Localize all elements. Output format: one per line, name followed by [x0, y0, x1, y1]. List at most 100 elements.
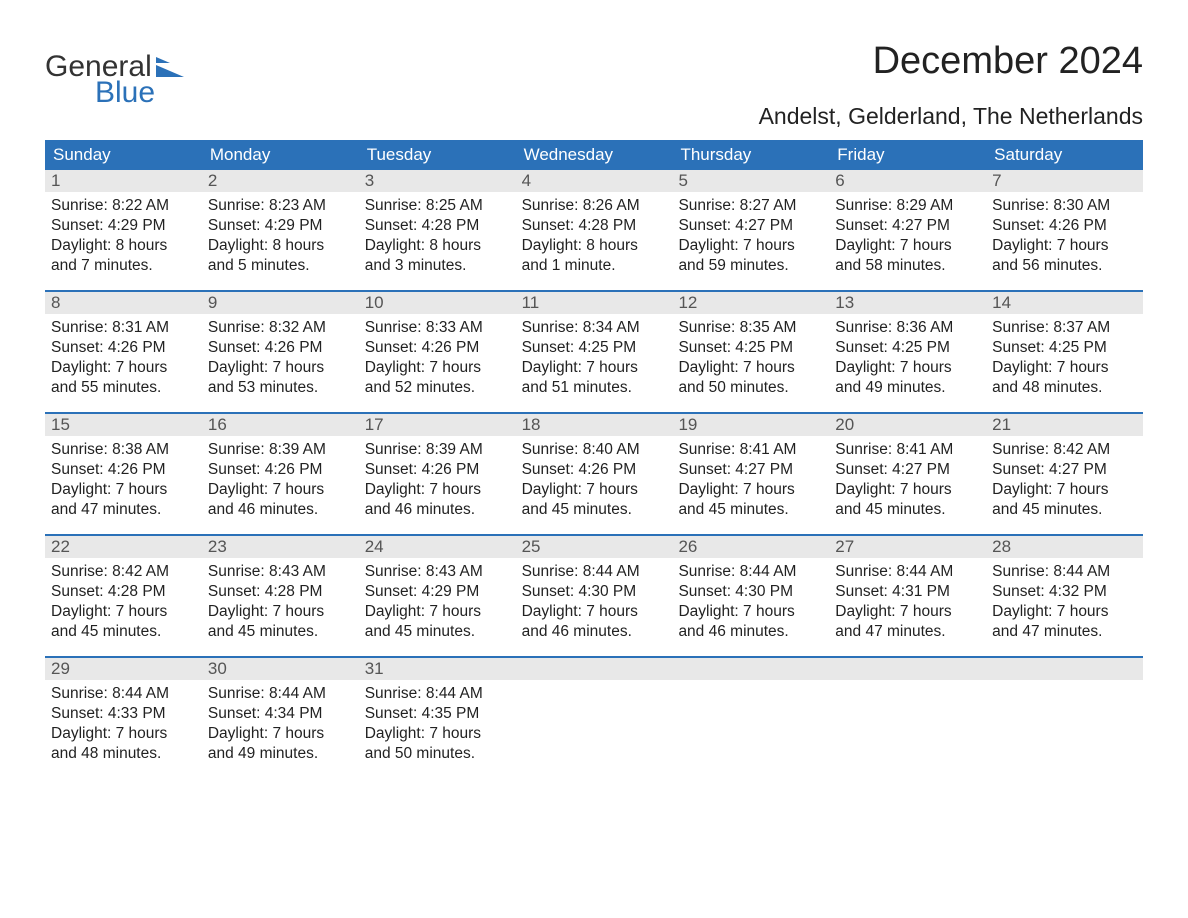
day-line: and 49 minutes.: [835, 378, 980, 398]
day-number: 2: [202, 170, 359, 192]
day-line: and 50 minutes.: [365, 744, 510, 764]
day-line: and 56 minutes.: [992, 256, 1137, 276]
day-line: Sunset: 4:26 PM: [522, 460, 667, 480]
week-row: 15Sunrise: 8:38 AMSunset: 4:26 PMDayligh…: [45, 412, 1143, 534]
day-line: Sunset: 4:34 PM: [208, 704, 353, 724]
day-line: Sunrise: 8:44 AM: [365, 684, 510, 704]
day-line: Sunrise: 8:27 AM: [678, 196, 823, 216]
day-number-empty: [829, 658, 986, 680]
day-content: Sunrise: 8:38 AMSunset: 4:26 PMDaylight:…: [45, 436, 202, 527]
day-cell: 25Sunrise: 8:44 AMSunset: 4:30 PMDayligh…: [516, 536, 673, 656]
day-line: Sunrise: 8:38 AM: [51, 440, 196, 460]
day-content: Sunrise: 8:23 AMSunset: 4:29 PMDaylight:…: [202, 192, 359, 283]
logo: General Blue: [45, 50, 184, 110]
day-line: Sunset: 4:26 PM: [51, 460, 196, 480]
day-line: Sunrise: 8:34 AM: [522, 318, 667, 338]
day-line: Daylight: 7 hours: [992, 602, 1137, 622]
day-content: Sunrise: 8:44 AMSunset: 4:33 PMDaylight:…: [45, 680, 202, 771]
day-line: Sunset: 4:29 PM: [365, 582, 510, 602]
day-line: Daylight: 7 hours: [992, 358, 1137, 378]
day-cell: 15Sunrise: 8:38 AMSunset: 4:26 PMDayligh…: [45, 414, 202, 534]
day-content: Sunrise: 8:40 AMSunset: 4:26 PMDaylight:…: [516, 436, 673, 527]
day-cell: [829, 658, 986, 778]
day-number: 16: [202, 414, 359, 436]
day-cell: 29Sunrise: 8:44 AMSunset: 4:33 PMDayligh…: [45, 658, 202, 778]
week-row: 1Sunrise: 8:22 AMSunset: 4:29 PMDaylight…: [45, 170, 1143, 290]
day-line: Sunrise: 8:33 AM: [365, 318, 510, 338]
day-cell: 2Sunrise: 8:23 AMSunset: 4:29 PMDaylight…: [202, 170, 359, 290]
day-cell: 16Sunrise: 8:39 AMSunset: 4:26 PMDayligh…: [202, 414, 359, 534]
day-cell: 8Sunrise: 8:31 AMSunset: 4:26 PMDaylight…: [45, 292, 202, 412]
day-content: Sunrise: 8:26 AMSunset: 4:28 PMDaylight:…: [516, 192, 673, 283]
day-content: Sunrise: 8:42 AMSunset: 4:27 PMDaylight:…: [986, 436, 1143, 527]
day-line: Sunset: 4:27 PM: [678, 460, 823, 480]
day-line: Sunset: 4:30 PM: [522, 582, 667, 602]
day-number-empty: [672, 658, 829, 680]
day-number: 13: [829, 292, 986, 314]
day-number: 8: [45, 292, 202, 314]
day-line: Sunrise: 8:39 AM: [365, 440, 510, 460]
day-line: Sunset: 4:26 PM: [365, 460, 510, 480]
day-cell: 7Sunrise: 8:30 AMSunset: 4:26 PMDaylight…: [986, 170, 1143, 290]
day-number: 7: [986, 170, 1143, 192]
day-number-empty: [986, 658, 1143, 680]
weekday-cell: Monday: [202, 140, 359, 170]
day-number: 12: [672, 292, 829, 314]
day-line: and 1 minute.: [522, 256, 667, 276]
weekday-cell: Sunday: [45, 140, 202, 170]
day-line: Sunrise: 8:44 AM: [678, 562, 823, 582]
day-line: and 48 minutes.: [51, 744, 196, 764]
day-line: Sunrise: 8:37 AM: [992, 318, 1137, 338]
title-block: December 2024 Andelst, Gelderland, The N…: [759, 40, 1143, 130]
day-number: 27: [829, 536, 986, 558]
day-line: Sunset: 4:33 PM: [51, 704, 196, 724]
day-line: Daylight: 7 hours: [678, 602, 823, 622]
day-line: and 46 minutes.: [208, 500, 353, 520]
day-line: Sunrise: 8:35 AM: [678, 318, 823, 338]
day-line: Sunset: 4:28 PM: [365, 216, 510, 236]
day-line: Daylight: 7 hours: [51, 480, 196, 500]
day-line: Sunset: 4:31 PM: [835, 582, 980, 602]
calendar-body: 1Sunrise: 8:22 AMSunset: 4:29 PMDaylight…: [45, 170, 1143, 778]
day-cell: 19Sunrise: 8:41 AMSunset: 4:27 PMDayligh…: [672, 414, 829, 534]
day-line: Sunrise: 8:44 AM: [522, 562, 667, 582]
day-line: Daylight: 7 hours: [992, 480, 1137, 500]
day-content: Sunrise: 8:31 AMSunset: 4:26 PMDaylight:…: [45, 314, 202, 405]
day-line: Sunrise: 8:31 AM: [51, 318, 196, 338]
day-number: 9: [202, 292, 359, 314]
day-line: and 50 minutes.: [678, 378, 823, 398]
day-cell: 26Sunrise: 8:44 AMSunset: 4:30 PMDayligh…: [672, 536, 829, 656]
month-title: December 2024: [759, 40, 1143, 83]
day-line: Daylight: 7 hours: [522, 358, 667, 378]
day-line: Daylight: 8 hours: [365, 236, 510, 256]
day-line: and 47 minutes.: [835, 622, 980, 642]
day-line: Sunrise: 8:26 AM: [522, 196, 667, 216]
day-line: Daylight: 7 hours: [51, 602, 196, 622]
day-cell: 21Sunrise: 8:42 AMSunset: 4:27 PMDayligh…: [986, 414, 1143, 534]
day-content: Sunrise: 8:33 AMSunset: 4:26 PMDaylight:…: [359, 314, 516, 405]
day-line: and 45 minutes.: [835, 500, 980, 520]
day-line: Daylight: 7 hours: [208, 480, 353, 500]
day-line: Sunrise: 8:29 AM: [835, 196, 980, 216]
day-line: Sunrise: 8:42 AM: [992, 440, 1137, 460]
day-number: 31: [359, 658, 516, 680]
day-content: Sunrise: 8:39 AMSunset: 4:26 PMDaylight:…: [359, 436, 516, 527]
day-line: and 47 minutes.: [51, 500, 196, 520]
day-cell: 1Sunrise: 8:22 AMSunset: 4:29 PMDaylight…: [45, 170, 202, 290]
day-line: Sunset: 4:27 PM: [835, 460, 980, 480]
day-line: and 3 minutes.: [365, 256, 510, 276]
day-line: Sunset: 4:28 PM: [208, 582, 353, 602]
day-number: 23: [202, 536, 359, 558]
day-line: Sunrise: 8:30 AM: [992, 196, 1137, 216]
day-content: Sunrise: 8:44 AMSunset: 4:35 PMDaylight:…: [359, 680, 516, 771]
day-cell: 17Sunrise: 8:39 AMSunset: 4:26 PMDayligh…: [359, 414, 516, 534]
day-cell: 3Sunrise: 8:25 AMSunset: 4:28 PMDaylight…: [359, 170, 516, 290]
day-line: Daylight: 7 hours: [835, 602, 980, 622]
calendar: Sunday Monday Tuesday Wednesday Thursday…: [45, 140, 1143, 778]
weekday-header: Sunday Monday Tuesday Wednesday Thursday…: [45, 140, 1143, 170]
location-text: Andelst, Gelderland, The Netherlands: [759, 103, 1143, 130]
day-cell: 28Sunrise: 8:44 AMSunset: 4:32 PMDayligh…: [986, 536, 1143, 656]
day-line: Daylight: 7 hours: [992, 236, 1137, 256]
day-line: and 58 minutes.: [835, 256, 980, 276]
day-cell: [986, 658, 1143, 778]
